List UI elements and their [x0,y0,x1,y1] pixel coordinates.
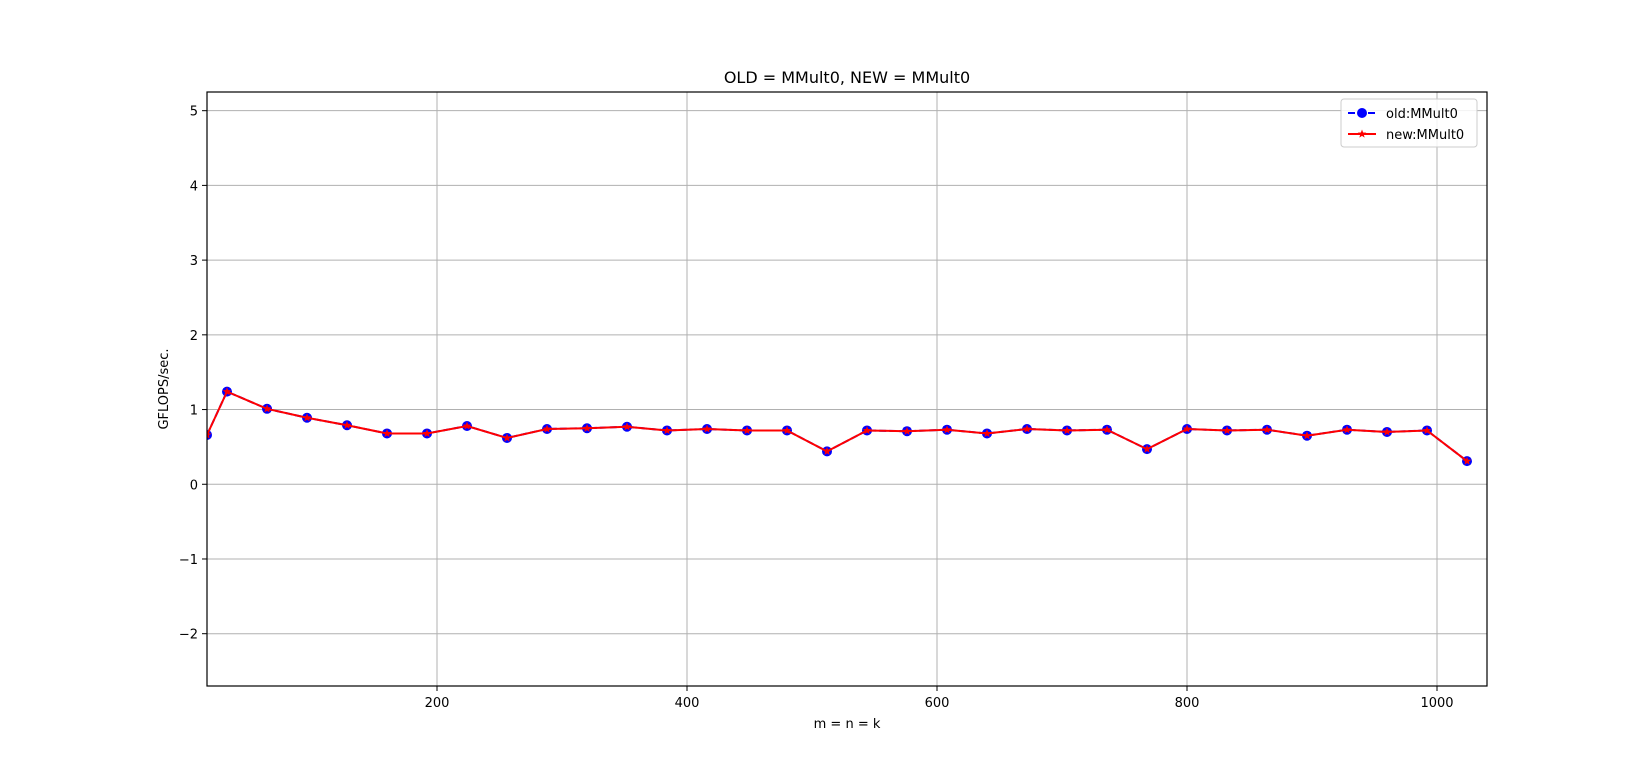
data-point [422,428,432,438]
data-point [1302,431,1312,440]
legend-item: new:MMult0 [1348,128,1464,143]
data-point [1062,425,1072,435]
data-point [982,428,992,438]
data-point [342,420,352,429]
y-tick-label: 1 [190,404,198,419]
data-point [742,425,752,435]
data-point [1422,425,1432,435]
x-tick-label: 200 [425,696,450,711]
data-point [1342,425,1352,434]
data-point [1142,444,1152,453]
x-axis-label: m = n = k [814,717,881,732]
data-point [542,424,552,433]
plot-frame [206,91,1488,687]
y-tick-label: 4 [190,179,198,194]
data-point [902,426,912,435]
data-point [302,413,312,422]
x-tick-label: 600 [925,696,950,711]
data-point [1222,425,1232,435]
legend-label: new:MMult0 [1386,128,1464,143]
y-tick-label: −1 [179,553,198,568]
series-line [207,390,1468,462]
data-point [462,421,472,430]
series-0 [207,386,1472,467]
data-point [1102,425,1112,434]
y-tick-label: 3 [190,254,198,269]
legend-marker [1357,129,1367,138]
x-tick-label: 400 [675,696,700,711]
data-point [622,422,632,431]
grid [207,92,1487,686]
data-point [1382,427,1392,436]
x-tick-label: 800 [1175,696,1200,711]
ticks: 200 400 600 800 1000 −2 −1 0 1 2 3 4 5 [179,105,1454,711]
data-point [1182,424,1192,433]
data-point [822,446,832,456]
data-point [862,425,872,435]
data-point [382,428,392,438]
y-tick-label: 2 [190,329,198,344]
data-point [207,430,212,439]
legend-marker [1357,108,1367,118]
data-point [1022,424,1032,433]
series-layer [207,386,1472,467]
x-tick-label: 1000 [1420,696,1453,711]
y-tick-label: −2 [179,628,198,643]
data-point [1262,425,1272,434]
y-tick-label: 0 [190,478,198,493]
data-point [502,433,512,442]
data-point [662,425,672,435]
data-point [222,387,232,396]
data-point [582,423,592,432]
data-point [262,404,272,413]
data-point [702,424,712,433]
series-1 [207,387,1472,465]
y-axis-label: GFLOPS/sec. [157,348,172,429]
legend: old:MMult0 new:MMult0 [1340,98,1478,148]
data-point [942,425,952,434]
chart-title: OLD = MMult0, NEW = MMult0 [724,68,970,87]
y-tick-label: 5 [190,105,198,120]
data-point [1462,456,1472,465]
legend-label: old:MMult0 [1386,107,1458,122]
data-point [782,425,792,435]
legend-item: old:MMult0 [1348,107,1458,122]
series-line [207,390,1468,462]
